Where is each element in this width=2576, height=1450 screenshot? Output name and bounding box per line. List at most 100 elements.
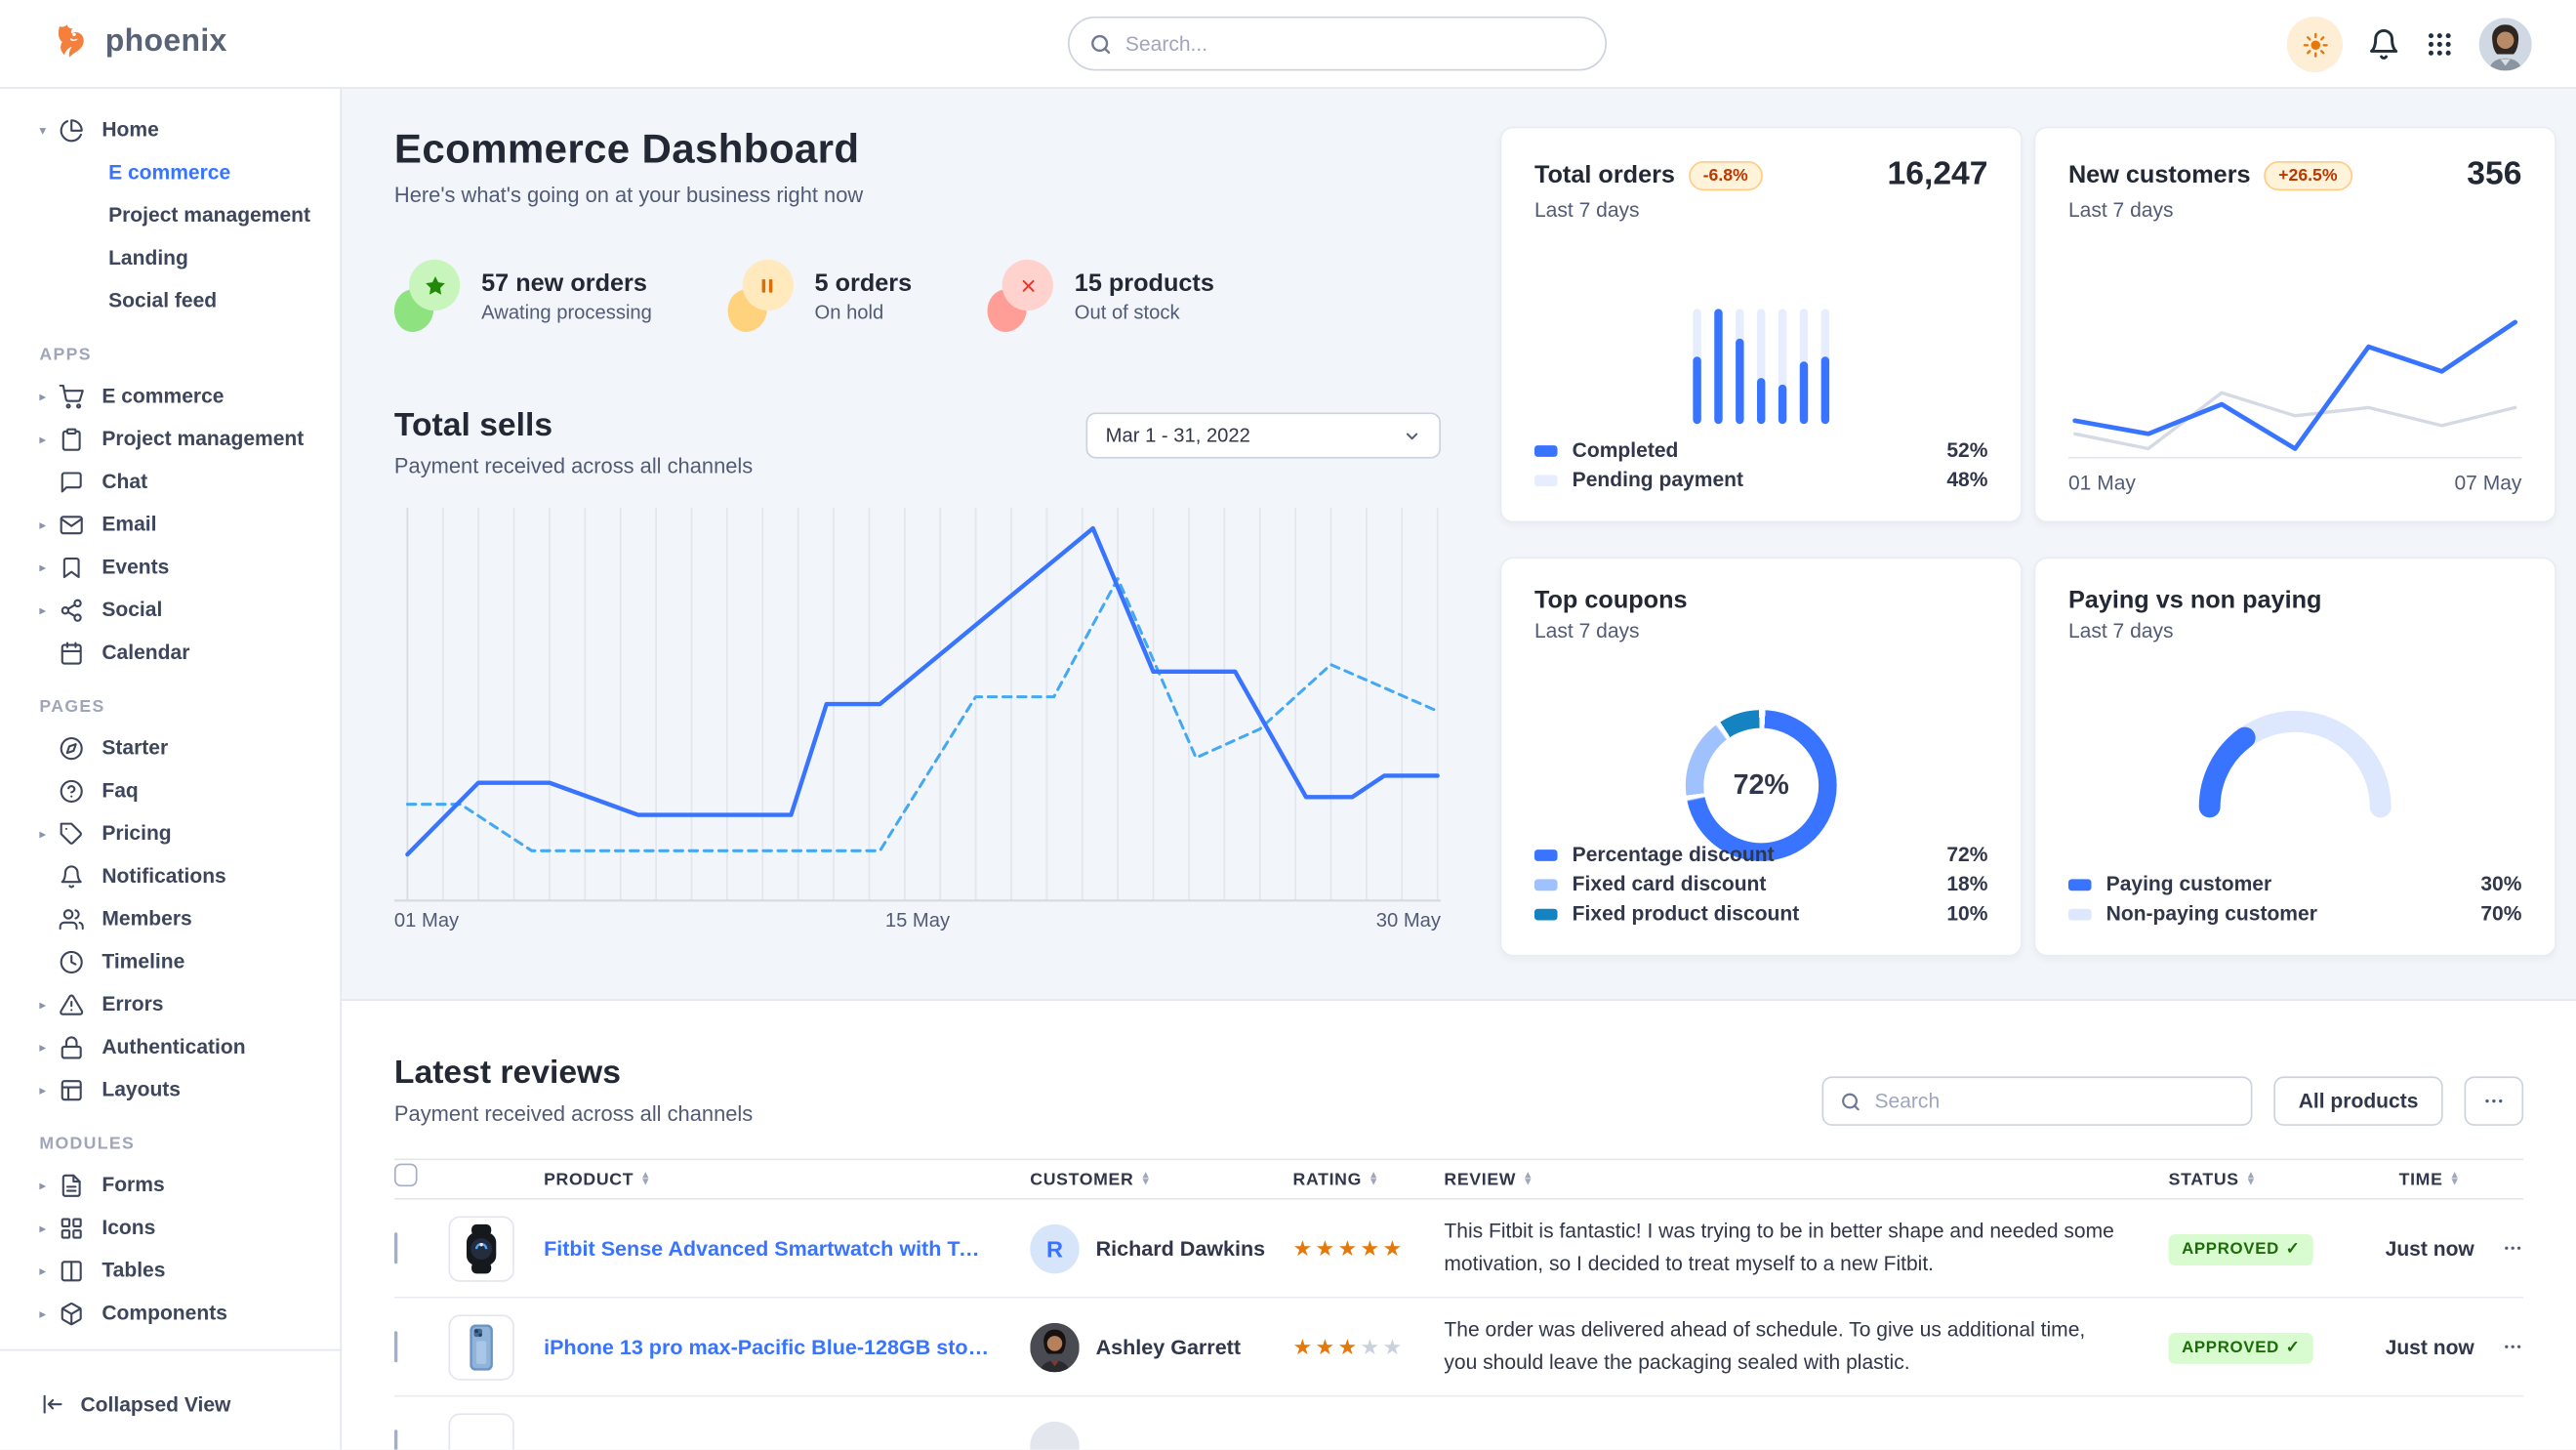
row-checkbox[interactable] <box>393 1330 398 1362</box>
new-customers-x-labels: 01 May 07 May <box>2067 456 2522 495</box>
sidebar-item-icons[interactable]: ▸ Icons <box>0 1206 340 1249</box>
sidebar-item-components[interactable]: ▸ Components <box>0 1292 340 1335</box>
sidebar-item-label: Tables <box>102 1259 166 1282</box>
column-header-time[interactable]: TIME ▲ ▼ <box>2398 1169 2461 1189</box>
stat-sub: On hold <box>814 300 884 323</box>
legend-label: Paying customer <box>2106 872 2272 896</box>
product-thumbnail[interactable] <box>448 1215 514 1281</box>
sidebar-item-layouts[interactable]: ▸ Layouts <box>0 1068 340 1111</box>
row-checkbox[interactable] <box>393 1231 398 1264</box>
product-link[interactable]: Fitbit Sense Advanced Smartwatch with To… <box>544 1235 1031 1261</box>
column-header-customer[interactable]: CUSTOMER ▲ ▼ <box>1030 1169 1152 1189</box>
sidebar-item-social[interactable]: ▸ Social <box>0 589 340 632</box>
grid-icon <box>60 1216 84 1240</box>
review-time: Just now <box>2385 1335 2474 1359</box>
search-input[interactable] <box>1124 31 1586 56</box>
sidebar-item-label: Calendar <box>102 641 190 664</box>
paying-legend: Paying customer 30% Non-paying customer … <box>2067 869 2522 929</box>
order-bar <box>1693 309 1701 425</box>
select-all-checkbox[interactable] <box>393 1163 418 1187</box>
brand-logo[interactable]: phoenix <box>53 21 227 62</box>
sidebar-item-email[interactable]: ▸ Email <box>0 503 340 546</box>
sidebar-item-forms[interactable]: ▸ Forms <box>0 1164 340 1207</box>
date-range-value: Mar 1 - 31, 2022 <box>1105 424 1250 447</box>
sidebar-item-calendar[interactable]: Calendar <box>0 631 340 674</box>
sidebar-item-notifications[interactable]: Notifications <box>0 854 340 897</box>
sidebar-item-e-commerce[interactable]: ▸ E commerce <box>0 375 340 418</box>
lock-icon <box>60 1034 84 1058</box>
review-text: The order was delivered ahead of schedul… <box>1444 1318 2086 1374</box>
sidebar-item-starter[interactable]: Starter <box>0 726 340 769</box>
top-coupons-period: Last 7 days <box>1533 619 1640 643</box>
bell-icon <box>2367 28 2400 62</box>
new-customers-badge: +26.5% <box>2264 160 2352 190</box>
legend-label: Non-paying customer <box>2106 901 2317 926</box>
theme-toggle-button[interactable] <box>2286 16 2344 73</box>
column-header-status[interactable]: STATUS ▲ ▼ <box>2168 1169 2257 1189</box>
legend-value: 30% <box>2480 872 2522 896</box>
x-blob <box>987 259 1053 332</box>
sidebar-item-tables[interactable]: ▸ Tables <box>0 1249 340 1292</box>
sidebar-item-pricing[interactable]: ▸ Pricing <box>0 811 340 854</box>
product-thumbnail[interactable] <box>448 1313 514 1380</box>
column-header-review[interactable]: REVIEW ▲ ▼ <box>1444 1169 1534 1189</box>
caret-right-icon: ▸ <box>39 825 47 841</box>
sidebar-item-faq[interactable]: Faq <box>0 769 340 812</box>
total-sells-subtitle: Payment received across all channels <box>393 453 754 478</box>
sidebar-item-e-commerce[interactable]: E commerce <box>0 151 340 194</box>
legend-value: 10% <box>1946 901 1988 926</box>
notifications-bell-button[interactable] <box>2367 28 2400 62</box>
product-link[interactable]: iPhone 13 pro max-Pacific Blue-128GB sto… <box>544 1334 1013 1359</box>
legend-value: 70% <box>2480 901 2522 926</box>
sidebar-item-chat[interactable]: Chat <box>0 460 340 503</box>
reviews-search[interactable] <box>1821 1076 2253 1126</box>
global-search[interactable] <box>1067 16 1608 71</box>
tag-icon <box>60 821 84 846</box>
row-menu-button[interactable] <box>2492 1237 2523 1259</box>
sidebar-item-label: Starter <box>102 736 169 760</box>
sidebar-item-errors[interactable]: ▸ Errors <box>0 982 340 1025</box>
phoenix-flame-icon <box>53 21 94 62</box>
sidebar-item-events[interactable]: ▸ Events <box>0 546 340 589</box>
reviews-table-header: PRODUCT ▲ ▼ CUSTOMER ▲ ▼ RATING ▲ ▼ REVIEW ▲ ▼ S… <box>393 1158 2524 1200</box>
stat-value: 57 new orders <box>481 269 647 297</box>
top-coupons-legend: Percentage discount 72% Fixed card disco… <box>1533 840 1988 929</box>
order-bar <box>1757 309 1766 425</box>
date-range-select[interactable]: Mar 1 - 31, 2022 <box>1085 412 1442 459</box>
reviews-more-button[interactable] <box>2464 1076 2524 1126</box>
legend-value: 52% <box>1946 438 1988 462</box>
apps-grid-button[interactable] <box>2425 29 2454 59</box>
collapse-icon <box>39 1392 63 1417</box>
sort-icon: ▲ ▼ <box>2245 1169 2257 1187</box>
column-header-rating[interactable]: RATING ▲ ▼ <box>1292 1169 1380 1189</box>
total-orders-legend: Completed 52% Pending payment 48% <box>1533 435 1988 495</box>
columns-icon <box>60 1258 84 1282</box>
caret-right-icon: ▸ <box>39 1082 47 1098</box>
sidebar-item-social-feed[interactable]: Social feed <box>0 279 340 322</box>
legend-paying-customer: Paying customer 30% <box>2067 869 2522 898</box>
legend-completed: Completed 52% <box>1533 435 1988 465</box>
sidebar-item-timeline[interactable]: Timeline <box>0 940 340 983</box>
sidebar-item-members[interactable]: Members <box>0 897 340 940</box>
collapse-view-button[interactable]: Collapsed View <box>39 1392 230 1417</box>
sidebar-item-authentication[interactable]: ▸ Authentication <box>0 1025 340 1068</box>
page-subtitle: Here's what's going on at your business … <box>393 182 864 208</box>
reviews-search-input[interactable] <box>1874 1089 2235 1113</box>
sidebar-item-landing[interactable]: Landing <box>0 236 340 279</box>
caret-right-icon: ▸ <box>39 996 47 1012</box>
user-avatar[interactable] <box>2478 18 2532 71</box>
customer-avatar: R <box>1030 1223 1080 1273</box>
grid-9-dots-icon <box>2425 29 2454 59</box>
column-header-product[interactable]: PRODUCT ▲ ▼ <box>544 1169 652 1189</box>
review-row-3 <box>393 1397 2523 1450</box>
sidebar-item-project-management[interactable]: ▸ Project management <box>0 417 340 460</box>
sidebar-item-home[interactable]: ▾ Home <box>0 108 340 151</box>
row-menu-button[interactable] <box>2492 1336 2523 1357</box>
new-customers-period: Last 7 days <box>2067 198 2174 223</box>
legend-label: Pending payment <box>1572 468 1744 492</box>
row-checkbox[interactable] <box>393 1429 398 1450</box>
sidebar-item-label: Chat <box>102 470 148 493</box>
all-products-button[interactable]: All products <box>2273 1076 2443 1126</box>
sidebar-item-project-management[interactable]: Project management <box>0 194 340 237</box>
customer-name: Ashley Garrett <box>1095 1334 1242 1359</box>
